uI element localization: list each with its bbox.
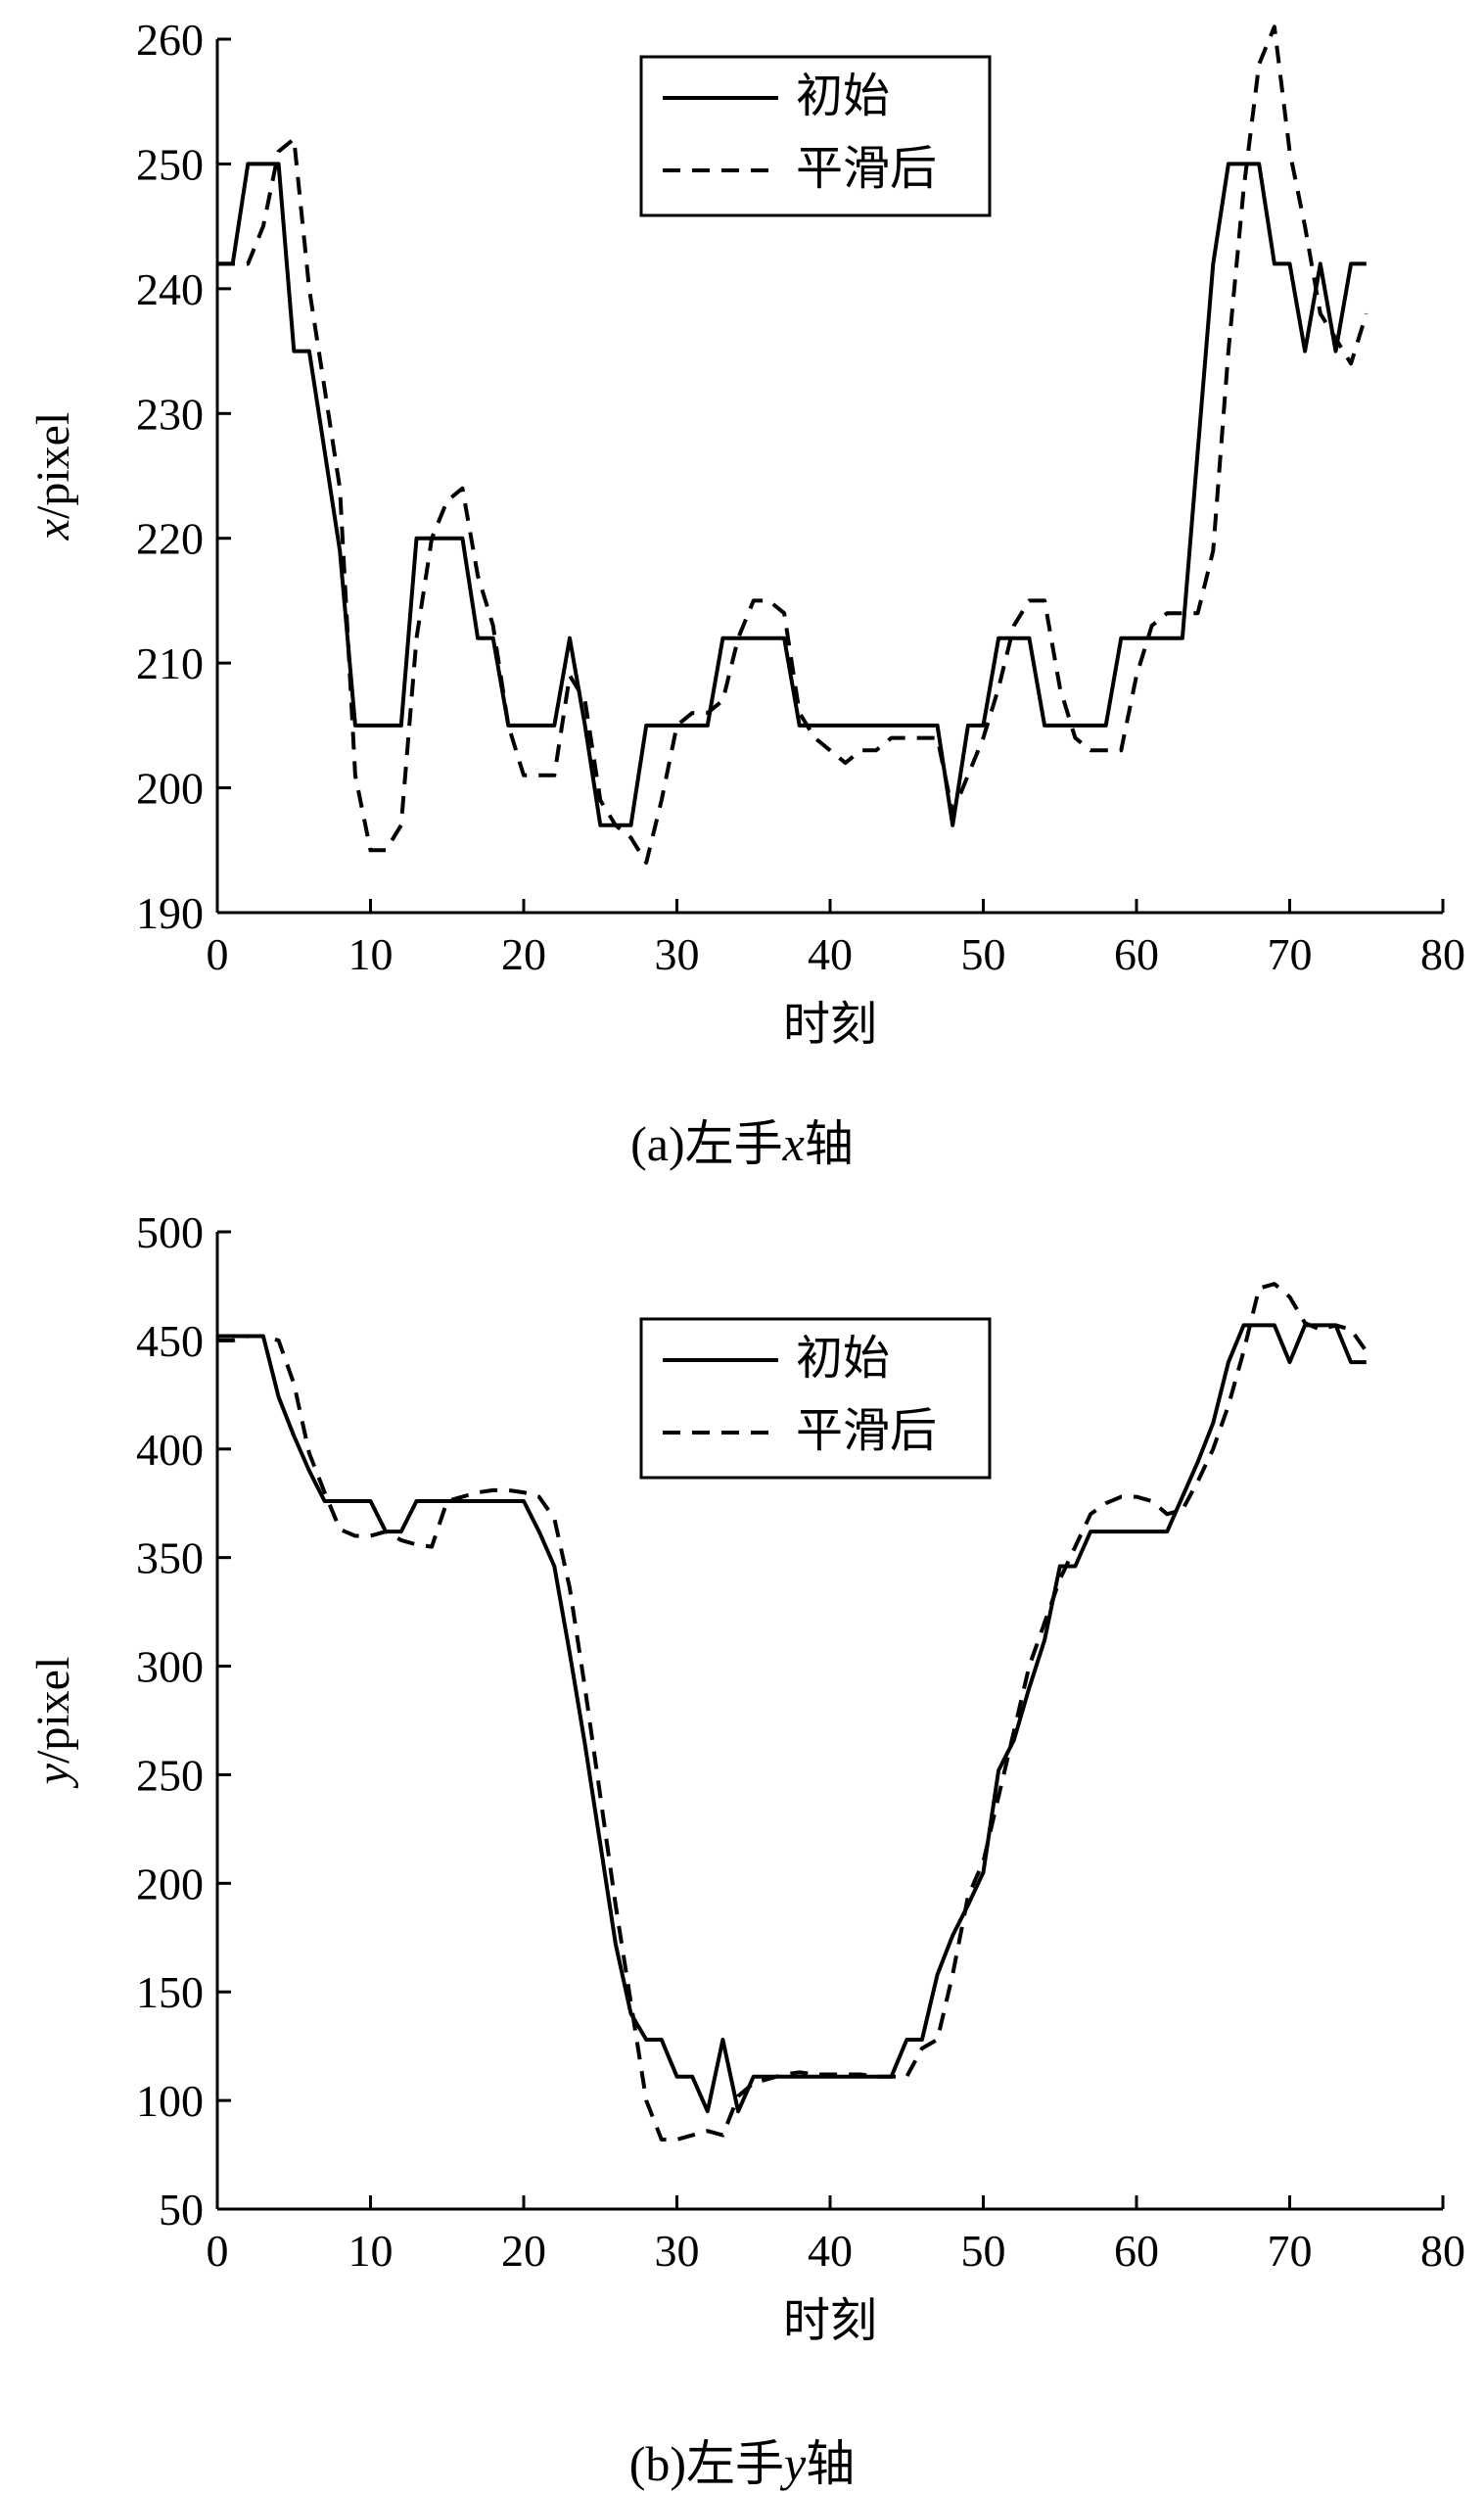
chart-a-x-tick-label: 40 — [808, 929, 853, 979]
chart-a-y-axis-title-unit: /pixel — [27, 412, 79, 519]
chart-b-y-tick-label: 50 — [159, 2185, 204, 2235]
caption-a-prefix: (a)左手 — [630, 1116, 783, 1171]
chart-b-y-axis-title-var: y — [27, 1763, 79, 1789]
caption-a-suffix: 轴 — [804, 1116, 854, 1171]
chart-a-y-tick-label: 230 — [136, 389, 204, 439]
chart-b-x-tick-label: 80 — [1420, 2226, 1465, 2276]
chart-a-y-tick-label: 220 — [136, 514, 204, 564]
chart-b-x-tick-label: 20 — [501, 2226, 546, 2276]
chart-b-x-tick-label: 60 — [1114, 2226, 1159, 2276]
chart-b-y-tick-label: 400 — [136, 1425, 204, 1475]
chart-b-y-tick-label: 150 — [136, 1967, 204, 2017]
chart-a-y-tick-label: 210 — [136, 638, 204, 688]
chart-a-y-axis-title-var: x — [27, 519, 79, 541]
chart-a-x-tick-label: 50 — [961, 929, 1006, 979]
chart-a-legend-label-smoothed: 平滑后 — [796, 143, 937, 195]
chart-a-x-tick-label: 60 — [1114, 929, 1159, 979]
chart-b-x-tick-label: 70 — [1268, 2226, 1313, 2276]
caption-b-prefix: (b)左手 — [628, 2436, 785, 2491]
chart-b-x-tick-label: 50 — [961, 2226, 1006, 2276]
chart-b-y-tick-label: 200 — [136, 1859, 204, 1908]
chart-b-y-axis-title-unit: /pixel — [27, 1657, 79, 1764]
chart-a-y-tick-label: 240 — [136, 264, 204, 314]
chart-a-legend-box — [639, 55, 992, 217]
chart-b-legend-label-smoothed: 平滑后 — [796, 1405, 937, 1457]
chart-a-y-tick-label: 250 — [136, 139, 204, 189]
chart-b-svg: 0 10 20 30 40 50 60 70 80 50 100 150 200 250 300 350 400… — [27, 1207, 1465, 2347]
chart-a-x-tick-label: 20 — [501, 929, 546, 979]
chart-b-x-tick-label: 0 — [207, 2226, 229, 2276]
caption-b: (b)左手y轴 — [0, 2424, 1484, 2495]
chart-a-series-initial-line — [217, 162, 1367, 827]
chart-a-x-axis-title: 时刻 — [783, 999, 877, 1051]
chart-a-legend-label-initial: 初始 — [796, 71, 890, 122]
chart-b-legend-box — [639, 1317, 992, 1480]
chart-a-x-tick-label: 80 — [1420, 929, 1465, 979]
chart-b-legend-label-initial: 初始 — [796, 1333, 890, 1385]
chart-b-y-tick-label: 350 — [136, 1533, 204, 1583]
chart-b-y-tick-label: 300 — [136, 1642, 204, 1692]
chart-b-y-tick-label: 450 — [136, 1316, 204, 1366]
chart-b-y-tick-label: 500 — [136, 1207, 204, 1257]
caption-b-var: y — [784, 2436, 807, 2491]
caption-a-var: x — [782, 1116, 805, 1171]
chart-a-series-smoothed-line — [217, 24, 1368, 865]
chart-panel-a: 0 10 20 30 40 50 60 70 80 190 200 210 220 230 240 250 26… — [0, 0, 1484, 1244]
chart-a-y-tick-label: 200 — [136, 764, 204, 814]
chart-a-y-axis-title: x/pixel — [27, 412, 79, 541]
chart-a-svg: 0 10 20 30 40 50 60 70 80 190 200 210 220 230 240 250 26… — [27, 15, 1465, 1051]
chart-b-series-smoothed-line — [217, 1282, 1368, 2142]
chart-a-x-tick-label: 0 — [207, 929, 229, 979]
caption-b-suffix: 轴 — [806, 2436, 856, 2491]
chart-b-y-tick-label: 100 — [136, 2076, 204, 2126]
chart-b-x-tick-label: 10 — [348, 2226, 394, 2276]
chart-panel-b: 0 10 20 30 40 50 60 70 80 50 100 150 200 250 300 350 400… — [0, 1195, 1484, 2495]
chart-b-x-tick-label: 30 — [655, 2226, 700, 2276]
chart-a-y-tick-label: 260 — [136, 15, 204, 65]
chart-b-series-initial-line — [217, 1323, 1367, 2114]
chart-a-x-tick-label: 30 — [655, 929, 700, 979]
chart-b-y-axis-title: y/pixel — [27, 1657, 79, 1790]
chart-a-y-tick-label: 190 — [136, 888, 204, 938]
chart-b-x-axis-title: 时刻 — [783, 2295, 877, 2347]
chart-a-x-tick-label: 70 — [1268, 929, 1313, 979]
chart-a-x-tick-label: 10 — [348, 929, 394, 979]
chart-b-x-tick-label: 40 — [808, 2226, 853, 2276]
chart-b-y-tick-label: 250 — [136, 1750, 204, 1800]
caption-a: (a)左手x轴 — [0, 1105, 1484, 1175]
